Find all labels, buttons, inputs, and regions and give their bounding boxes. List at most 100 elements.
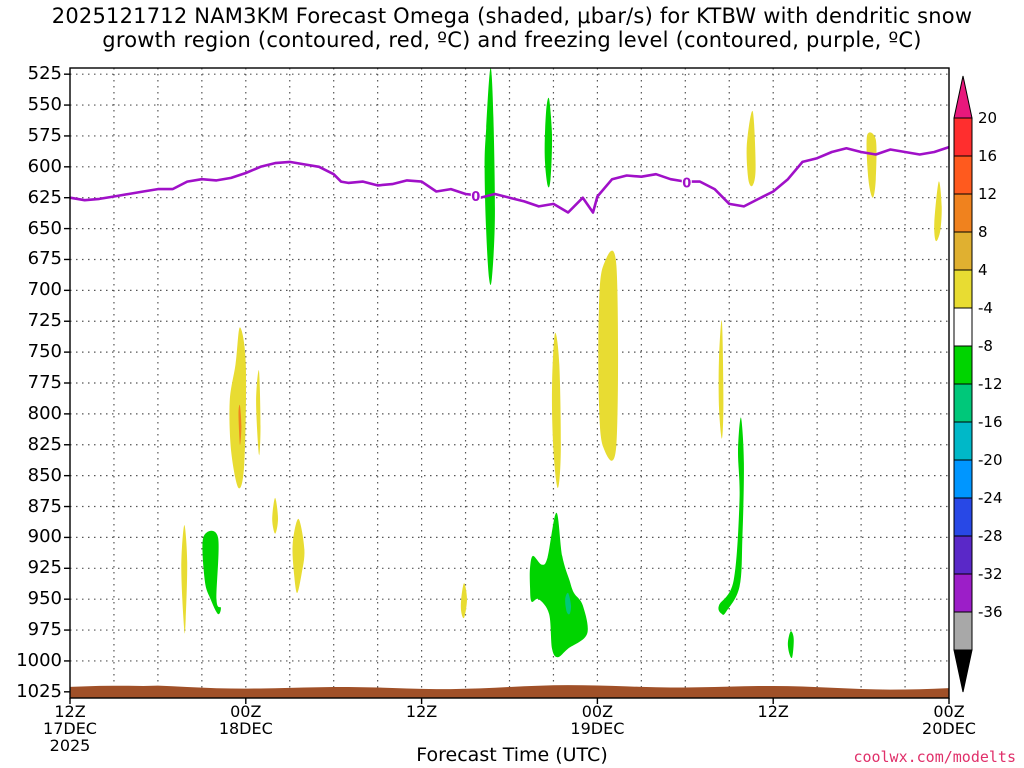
x-tick-text: 12Z: [54, 702, 86, 721]
x-tick-text: 00Z: [933, 702, 965, 721]
omega-region: [529, 512, 588, 658]
x-tick-label: 12Z: [728, 703, 818, 754]
omega-shading: [181, 67, 942, 659]
colorbar-bottom-arrow: [953, 649, 973, 693]
colorbar-bin: [953, 573, 973, 613]
x-tick-text: 2025: [49, 736, 91, 755]
colorbar-tick-label: -16: [978, 413, 1003, 431]
omega-region: [565, 592, 572, 615]
colorbar-top-arrow: [953, 75, 973, 119]
contour-label-bg: [470, 189, 481, 204]
y-tick-label: 575: [27, 124, 62, 146]
colorbar-bin: [953, 611, 973, 651]
colorbar: [953, 75, 973, 693]
colorbar-tick-label: 4: [978, 261, 988, 279]
x-tick-text: [728, 720, 818, 737]
y-tick-label: 900: [27, 526, 62, 548]
y-tick-label: 950: [27, 588, 62, 610]
omega-region: [787, 631, 794, 659]
colorbar-tick-label: -24: [978, 489, 1003, 507]
omega-region: [544, 97, 553, 188]
colorbar-bin: [953, 193, 973, 233]
omega-region: [238, 404, 242, 445]
freezing-level-label: 0: [471, 190, 480, 205]
x-axis-title: Forecast Time (UTC): [416, 744, 608, 766]
colorbar-tick-label: 20: [978, 109, 998, 127]
colorbar-bin: [953, 383, 973, 423]
x-tick-label: 00Z 20DEC: [904, 703, 994, 754]
x-tick-label: 12Z: [377, 703, 467, 754]
x-tick-text: 12Z: [405, 702, 438, 721]
colorbar-tick-label: 16: [978, 147, 998, 165]
omega-region: [934, 181, 942, 242]
colorbar-tick-label: -12: [978, 375, 1003, 393]
x-tick-label: 00Z 18DEC: [201, 703, 291, 754]
y-tick-label: 1025: [16, 680, 62, 702]
y-tick-label: 550: [27, 94, 62, 116]
x-tick-text: 00Z: [581, 702, 614, 721]
freezing-level-contour: 00: [69, 145, 950, 214]
colorbar-bin: [953, 535, 973, 575]
y-tick-label: 800: [27, 402, 62, 424]
colorbar-bin: [953, 155, 973, 195]
omega-region: [718, 417, 744, 615]
colorbar-tick-label: -4: [978, 299, 993, 317]
x-tick-text: 18DEC: [218, 719, 273, 738]
omega-region: [229, 327, 247, 489]
y-tick-label: 600: [27, 155, 62, 177]
omega-region: [718, 320, 724, 439]
x-tick-text: 00Z: [230, 702, 262, 721]
omega-region: [292, 518, 305, 593]
omega-region: [181, 525, 188, 634]
credit-link[interactable]: coolwx.com/modelts: [853, 748, 1016, 766]
y-tick-label: 625: [27, 186, 62, 208]
colorbar-tick-label: 12: [978, 185, 998, 203]
omega-region: [256, 370, 261, 456]
contour-label-bg: [681, 175, 692, 190]
omega-region: [598, 250, 619, 461]
colorbar-tick-label: -28: [978, 527, 1003, 545]
x-tick-text: 20DEC: [922, 719, 976, 738]
x-tick-label: 00Z 19DEC: [552, 703, 642, 754]
y-tick-label: 775: [27, 372, 62, 393]
x-tick-text: 17DEC: [43, 719, 97, 738]
terrain-fill: [70, 685, 949, 698]
colorbar-bin: [953, 269, 973, 309]
omega-region: [202, 530, 221, 615]
y-tick-label: 725: [27, 310, 62, 332]
y-tick-label: 975: [27, 619, 62, 641]
gridlines: [70, 68, 949, 698]
x-tick-text: [377, 720, 467, 737]
colorbar-tick-label: -36: [978, 603, 1003, 621]
title-line-2: growth region (contoured, red, ºC) and f…: [102, 28, 922, 52]
y-tick-label: 850: [27, 464, 62, 486]
y-tick-label: 875: [27, 495, 62, 517]
colorbar-bin: [953, 345, 973, 385]
colorbar-bin: [953, 421, 973, 461]
chart-title: 2025121712 NAM3KM Forecast Omega (shaded…: [0, 4, 1024, 52]
x-tick-label: 12Z 17DEC 2025: [25, 703, 115, 754]
omega-region: [484, 67, 495, 285]
title-line-1: 2025121712 NAM3KM Forecast Omega (shaded…: [51, 4, 973, 28]
colorbar-tick-label: -20: [978, 451, 1003, 469]
y-tick-label: 700: [27, 279, 62, 301]
y-tick-label: 525: [27, 63, 62, 85]
omega-region: [460, 583, 467, 619]
colorbar-tick-label: -8: [978, 337, 993, 355]
colorbar-bin: [953, 307, 973, 347]
x-tick-text: 12Z: [757, 702, 789, 721]
colorbar-tick-label: -32: [978, 565, 1003, 583]
freezing-level-label: 0: [682, 177, 691, 192]
x-tick-text: 19DEC: [570, 719, 625, 738]
colorbar-bin: [953, 231, 973, 271]
y-tick-label: 750: [27, 341, 62, 363]
y-tick-label: 825: [27, 433, 62, 455]
surface-terrain: [70, 685, 949, 698]
colorbar-bin: [953, 117, 973, 157]
y-tick-label: 1000: [16, 649, 62, 671]
y-tick-label: 650: [27, 217, 62, 239]
y-tick-label: 925: [27, 557, 62, 579]
y-tick-label: 675: [27, 248, 62, 270]
omega-region: [746, 110, 756, 187]
